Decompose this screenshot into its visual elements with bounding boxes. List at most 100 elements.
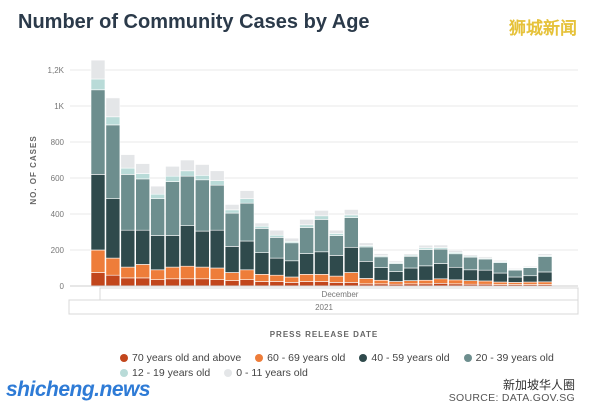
bar-segment	[90, 78, 106, 91]
bar-segment	[492, 272, 508, 283]
bar-segment	[418, 244, 434, 249]
bar-segment	[478, 280, 493, 285]
bar-segment	[135, 229, 150, 265]
bar-segment	[135, 178, 150, 231]
bar-segment	[105, 116, 121, 126]
legend-item[interactable]: 20 - 39 years old	[463, 352, 554, 364]
bar-segment	[239, 202, 255, 242]
bar-segment	[329, 235, 344, 256]
bar-segment	[120, 277, 136, 287]
bar-segment	[463, 280, 478, 285]
bar-segment	[478, 258, 493, 271]
bar-stack	[343, 209, 359, 287]
legend-item[interactable]: 12 - 19 years old	[120, 367, 210, 379]
bar-segment	[448, 249, 463, 253]
bar-segment	[105, 257, 121, 276]
legend-swatch	[255, 354, 264, 362]
bar-segment	[299, 227, 314, 254]
y-tick-label: 200	[51, 246, 65, 255]
bar-stack	[418, 244, 434, 287]
bar-segment	[329, 282, 344, 287]
bar-segment	[388, 271, 404, 282]
legend-item[interactable]: 70 years old and above	[120, 352, 241, 364]
bar-segment	[269, 237, 285, 259]
bar-segment	[403, 267, 419, 281]
bar-stack	[180, 159, 195, 287]
bar-segment	[373, 279, 389, 285]
legend-item[interactable]: 60 - 69 years old	[255, 352, 345, 364]
bar-stack	[478, 256, 493, 287]
bar-segment	[358, 261, 374, 279]
bar-segment	[254, 222, 270, 227]
bar-segment	[373, 256, 389, 268]
x-axis-title: PRESS RELEASE DATE	[270, 330, 379, 339]
bar-segment	[224, 204, 240, 211]
bar-segment	[269, 229, 285, 236]
bar-stack	[254, 222, 270, 287]
bar-segment	[105, 198, 121, 259]
bar-segment	[90, 174, 106, 251]
bar-stack	[463, 254, 478, 287]
bar-segment	[239, 269, 255, 280]
bar-segment	[254, 225, 270, 229]
bar-segment	[299, 219, 314, 226]
bar-segment	[522, 281, 538, 285]
bar-segment	[284, 282, 300, 287]
bar-segment	[254, 273, 270, 282]
bar-stack	[492, 259, 508, 287]
bar-segment	[135, 173, 150, 180]
bar-segment	[165, 235, 180, 268]
y-tick-label: 800	[51, 138, 65, 147]
bar-segment	[195, 230, 210, 268]
bar-segment	[165, 181, 180, 236]
bar-segment	[418, 249, 434, 267]
bar-segment	[433, 248, 449, 264]
bar-segment	[195, 164, 210, 176]
bar-segment	[537, 253, 553, 256]
bar-segment	[433, 263, 449, 280]
x-group-box-year	[68, 299, 579, 315]
bar-segment	[343, 209, 359, 216]
bar-segment	[537, 256, 553, 273]
bar-segment	[284, 242, 300, 262]
legend-item[interactable]: 0 - 11 years old	[224, 367, 308, 379]
bar-segment	[329, 255, 344, 277]
legend-item[interactable]: 40 - 59 years old	[359, 352, 450, 364]
legend-label: 0 - 11 years old	[236, 367, 308, 379]
y-tick-label: 1K	[54, 102, 64, 111]
bar-segment	[224, 280, 240, 287]
bar-segment	[343, 282, 359, 287]
bar-segment	[180, 278, 195, 287]
bar-segment	[373, 253, 389, 257]
bar-segment	[150, 279, 165, 287]
legend-swatch	[120, 354, 128, 362]
bar-segment	[165, 166, 180, 177]
y-axis-ticks: 0 200 400 600 800 1K 1,2K	[48, 66, 65, 291]
bar-segment	[90, 272, 106, 287]
legend-label: 12 - 19 years old	[132, 367, 211, 379]
bar-segment	[343, 272, 359, 283]
bar-segment	[105, 97, 121, 118]
bar-segment	[507, 282, 523, 285]
bar-segment	[418, 265, 434, 281]
bar-segment	[329, 229, 344, 234]
bar-segment	[448, 279, 463, 285]
bar-segment	[478, 269, 493, 282]
bar-segment	[358, 242, 374, 246]
bar-segment	[135, 264, 150, 279]
bar-segment	[537, 271, 553, 283]
bar-segment	[284, 237, 300, 242]
bar-stack	[269, 229, 285, 287]
bar-segment	[433, 278, 449, 284]
watermark-top-right: 狮城新闻	[509, 19, 577, 39]
bar-segment	[269, 281, 285, 287]
bar-stack	[403, 253, 419, 287]
source-text: SOURCE: DATA.GOV.SG	[448, 392, 575, 404]
bar-segment	[314, 219, 329, 253]
legend-swatch	[463, 354, 472, 362]
bar-segment	[150, 185, 165, 195]
bar-stack	[314, 210, 329, 287]
bar-segment	[492, 262, 508, 274]
bar-segment	[150, 235, 165, 271]
bar-stack	[299, 219, 314, 287]
